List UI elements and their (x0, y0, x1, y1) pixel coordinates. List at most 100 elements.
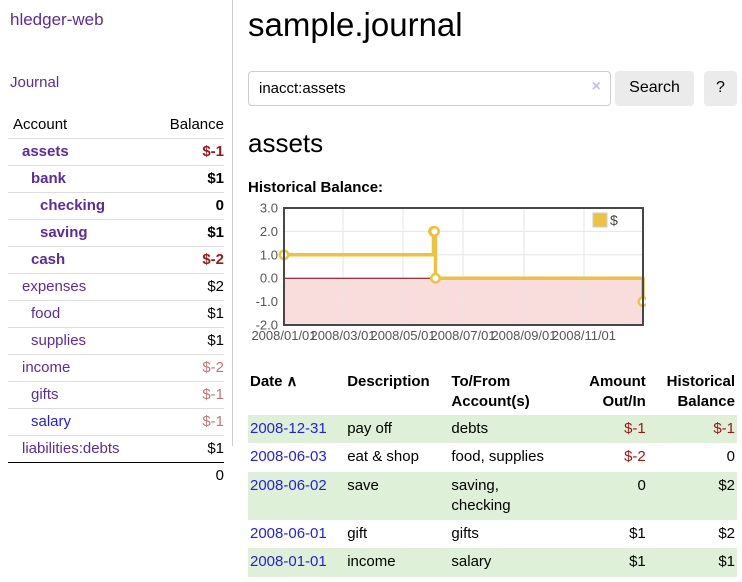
sidebar-account-link-gifts[interactable]: gifts (31, 386, 59, 403)
search-button[interactable]: Search (615, 70, 694, 106)
account-row: gifts $-1 (8, 381, 224, 409)
transaction-description: eat & shop (347, 448, 419, 466)
account-balance: $1 (207, 170, 224, 187)
transaction-date-link[interactable]: 2008-06-01 (250, 525, 327, 543)
account-title: assets (248, 127, 324, 158)
search-input-wrap: × (248, 70, 611, 106)
x-axis-tick-label: 2008/09/01 (491, 328, 556, 343)
accounts-total-row: 0 (8, 462, 224, 490)
transaction-accounts: saving, checking (451, 476, 511, 514)
sidebar-account-link-supplies[interactable]: supplies (31, 332, 87, 349)
transaction-balance: $1 (718, 553, 735, 571)
sidebar-account-link-expenses[interactable]: expenses (22, 278, 87, 295)
transaction-date-link[interactable]: 2008-12-31 (250, 420, 327, 438)
x-axis-tick-label: 2008/01/01 (251, 328, 316, 343)
transaction-description: save (347, 476, 379, 494)
transaction-description: gift (347, 525, 368, 543)
search-input[interactable] (248, 70, 611, 106)
account-balance: $1 (207, 224, 224, 241)
transaction-description: pay off (347, 420, 392, 438)
transaction-description: income (347, 553, 396, 571)
account-balance: $2 (207, 278, 224, 295)
account-balance: $-2 (202, 251, 224, 268)
accounts-header-balance: Balance (169, 116, 224, 133)
account-row: bank $1 (8, 165, 224, 193)
legend-swatch (592, 212, 608, 228)
register-row: 2008-01-01 income salary $1 $1 (248, 548, 737, 577)
brand-link[interactable]: hledger-web (10, 10, 104, 29)
register-header-row: Date ∧ Description To/From Account(s) Amo… (248, 369, 737, 416)
account-row: supplies $1 (8, 327, 224, 355)
register-header-date[interactable]: Date ∧ (250, 372, 298, 390)
sort-ascending-icon: ∧ (286, 372, 298, 390)
sidebar-account-link-food[interactable]: food (31, 305, 61, 322)
accounts-table-header: Account Balance (8, 112, 224, 139)
y-axis-tick-label: 1.0 (260, 247, 278, 262)
account-balance: $1 (207, 332, 224, 349)
sidebar-account-link-bank[interactable]: bank (31, 170, 67, 187)
account-balance: $-1 (202, 386, 224, 403)
x-axis-tick-label: 2008/05/01 (370, 328, 435, 343)
transaction-amount: $-2 (624, 448, 646, 466)
account-row: cash $-2 (8, 246, 224, 274)
x-axis-tick-label: 2008/07/01 (430, 328, 495, 343)
transaction-amount: $1 (629, 553, 646, 571)
chart-border (283, 206, 644, 326)
account-row: liabilities:debts $1 (8, 435, 224, 463)
transaction-amount: 0 (637, 476, 646, 494)
historical-balance-chart: $3.0 2.0 1.0 0.0 -1.0 -2.0 2008/01/01 2008/03/0… (248, 200, 737, 350)
register-row: 2008-06-03 eat & shop food, supplies $-2 0 (248, 443, 737, 471)
sidebar-account-link-checking[interactable]: checking (40, 197, 106, 214)
register-header-balance: Historical Balance (666, 372, 735, 410)
clear-search-icon[interactable]: × (591, 77, 601, 95)
account-row: salary $-1 (8, 408, 224, 436)
legend-label: $ (610, 212, 618, 228)
y-axis-tick-label: 2.0 (260, 223, 278, 238)
search-form: × Search ? (248, 70, 737, 106)
account-row: food $1 (8, 300, 224, 328)
register-header-description: Description (347, 372, 430, 390)
accounts-header-account: Account (13, 116, 68, 133)
y-axis-tick-label: 3.0 (260, 203, 278, 216)
sidebar-account-link-assets[interactable]: assets (22, 143, 69, 160)
account-row: income $-2 (8, 354, 224, 382)
main-content: sample.journal × Search ? assets Histori… (233, 0, 742, 577)
y-axis-tick-label: -2.0 (256, 317, 278, 332)
transaction-date-link[interactable]: 2008-06-03 (250, 448, 327, 466)
transaction-accounts: salary (451, 553, 492, 571)
transaction-balance: $-1 (713, 420, 735, 438)
data-point-marker (430, 272, 441, 284)
account-balance: $-1 (202, 143, 224, 160)
account-balance: $1 (207, 440, 224, 457)
account-row: assets $-1 (8, 138, 224, 166)
account-balance: $-2 (202, 359, 224, 376)
register-table: Date ∧ Description To/From Account(s) Amo… (248, 369, 737, 577)
register-row: 2008-12-31 pay off debts $-1 $-1 (248, 415, 737, 444)
account-row: expenses $2 (8, 273, 224, 301)
account-balance: $-1 (202, 413, 224, 430)
register-row: 2008-06-02 save saving, checking 0 $2 (248, 471, 737, 521)
help-button[interactable]: ? (704, 70, 737, 106)
page-title: sample.journal (248, 6, 463, 43)
transaction-amount: $1 (629, 525, 646, 543)
register-header-amount: Amount Out/In (589, 372, 646, 410)
transaction-balance: $2 (718, 525, 735, 543)
transaction-date-link[interactable]: 2008-01-01 (250, 553, 327, 571)
sidebar-item-journal[interactable]: Journal (10, 74, 60, 91)
y-axis-tick-label: 0.0 (260, 270, 278, 285)
sidebar-account-link-income[interactable]: income (22, 359, 71, 376)
register-header-account: To/From Account(s) (451, 372, 530, 410)
account-row: checking 0 (8, 192, 224, 220)
transaction-accounts: food, supplies (451, 448, 544, 466)
chart-label: Historical Balance: (248, 178, 384, 196)
transaction-date-link[interactable]: 2008-06-02 (250, 476, 327, 494)
sidebar-account-link-cash[interactable]: cash (31, 251, 66, 268)
chart-svg: $3.0 2.0 1.0 0.0 -1.0 -2.02008/01/012008/03/0… (251, 200, 649, 343)
sidebar-account-link-liabilities-debts[interactable]: liabilities:debts (22, 440, 120, 457)
transaction-balance: $2 (718, 476, 735, 494)
x-axis-tick-label: 2008/11/01 (552, 328, 616, 343)
transaction-accounts: debts (451, 420, 489, 438)
sidebar-account-link-saving[interactable]: saving (40, 224, 88, 241)
sidebar-account-link-salary[interactable]: salary (31, 413, 72, 430)
